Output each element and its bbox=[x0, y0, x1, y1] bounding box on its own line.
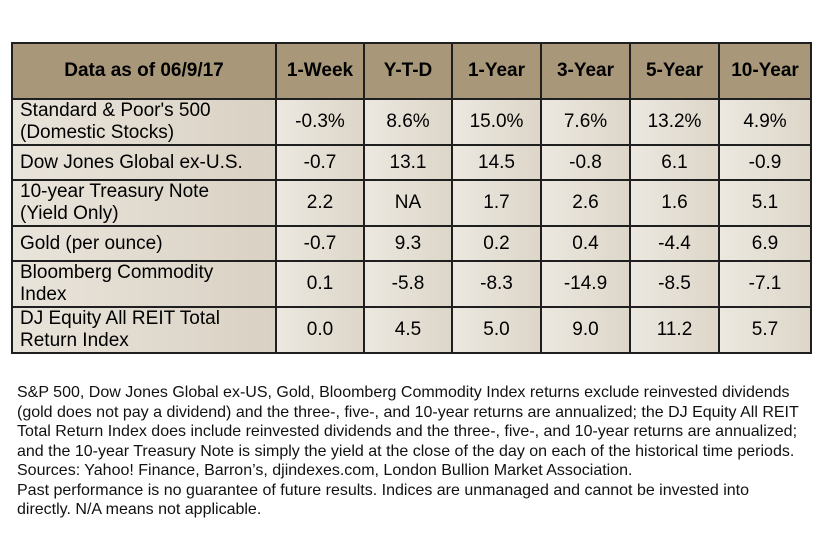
cell-1-week: 0.0 bbox=[275, 306, 365, 354]
table-row-dow-jones-global: Dow Jones Global ex-U.S. -0.7 13.1 14.5 … bbox=[11, 144, 812, 181]
cell-5-year: 13.2% bbox=[629, 98, 720, 146]
header-1-week: 1-Week bbox=[275, 42, 365, 100]
cell-5-year: 1.6 bbox=[629, 179, 720, 227]
cell-3-year: 2.6 bbox=[540, 179, 631, 227]
table-row-treasury-note: 10-year Treasury Note (Yield Only) 2.2 NA… bbox=[11, 179, 812, 227]
header-ytd: Y-T-D bbox=[363, 42, 453, 100]
cell-10-year: -7.1 bbox=[718, 260, 812, 308]
cell-ytd: 9.3 bbox=[363, 225, 453, 262]
cell-ytd: 4.5 bbox=[363, 306, 453, 354]
cell-1-year: -8.3 bbox=[451, 260, 542, 308]
header-1-year: 1-Year bbox=[451, 42, 542, 100]
cell-3-year: 9.0 bbox=[540, 306, 631, 354]
cell-1-week: 0.1 bbox=[275, 260, 365, 308]
row-label: Gold (per ounce) bbox=[11, 225, 277, 262]
header-10-year: 10-Year bbox=[718, 42, 812, 100]
table-row-sp500: Standard & Poor's 500 (Domestic Stocks) -… bbox=[11, 98, 812, 146]
cell-3-year: -0.8 bbox=[540, 144, 631, 181]
cell-3-year: 7.6% bbox=[540, 98, 631, 146]
table-row-dj-reit: DJ Equity All REIT Total Return Index 0.0… bbox=[11, 306, 812, 354]
cell-5-year: 11.2 bbox=[629, 306, 720, 354]
cell-ytd: 8.6% bbox=[363, 98, 453, 146]
row-label-line1: Standard & Poor's 500 bbox=[20, 100, 211, 121]
row-label: Dow Jones Global ex-U.S. bbox=[11, 144, 277, 181]
cell-5-year: -8.5 bbox=[629, 260, 720, 308]
cell-10-year: 5.1 bbox=[718, 179, 812, 227]
cell-1-week: -0.3% bbox=[275, 98, 365, 146]
cell-ytd: 13.1 bbox=[363, 144, 453, 181]
table-row-bloomberg-commodity: Bloomberg Commodity Index 0.1 -5.8 -8.3 -… bbox=[11, 260, 812, 308]
table-row-gold: Gold (per ounce) -0.7 9.3 0.2 0.4 -4.4 6… bbox=[11, 225, 812, 262]
header-row: Data as of 06/9/17 1-Week Y-T-D 1-Year 3… bbox=[11, 42, 812, 100]
cell-1-year: 15.0% bbox=[451, 98, 542, 146]
cell-10-year: -0.9 bbox=[718, 144, 812, 181]
cell-1-year: 5.0 bbox=[451, 306, 542, 354]
row-label-line1: Bloomberg Commodity bbox=[20, 262, 214, 283]
cell-10-year: 4.9% bbox=[718, 98, 812, 146]
row-label: 10-year Treasury Note (Yield Only) bbox=[11, 179, 277, 227]
cell-1-week: 2.2 bbox=[275, 179, 365, 227]
cell-ytd: -5.8 bbox=[363, 260, 453, 308]
disclaimer-note: Past performance is no guarantee of futu… bbox=[17, 481, 750, 519]
cell-ytd: NA bbox=[363, 179, 453, 227]
row-label-line1: DJ Equity All REIT Total bbox=[20, 308, 220, 329]
cell-1-year: 1.7 bbox=[451, 179, 542, 227]
cell-1-week: -0.7 bbox=[275, 144, 365, 181]
row-label: Bloomberg Commodity Index bbox=[11, 260, 277, 308]
cell-5-year: -4.4 bbox=[629, 225, 720, 262]
row-label-line2: Index bbox=[20, 284, 67, 305]
row-label-line2: (Yield Only) bbox=[20, 203, 119, 224]
cell-1-year: 14.5 bbox=[451, 144, 542, 181]
header-5-year: 5-Year bbox=[629, 42, 720, 100]
methodology-note: S&P 500, Dow Jones Global ex-US, Gold, B… bbox=[17, 384, 799, 460]
header-3-year: 3-Year bbox=[540, 42, 631, 100]
cell-10-year: 5.7 bbox=[718, 306, 812, 354]
cell-3-year: -14.9 bbox=[540, 260, 631, 308]
cell-5-year: 6.1 bbox=[629, 144, 720, 181]
cell-1-year: 0.2 bbox=[451, 225, 542, 262]
returns-table: Data as of 06/9/17 1-Week Y-T-D 1-Year 3… bbox=[11, 42, 812, 354]
footnotes: S&P 500, Dow Jones Global ex-US, Gold, B… bbox=[17, 383, 807, 520]
row-label-line1: 10-year Treasury Note bbox=[20, 181, 210, 202]
cell-10-year: 6.9 bbox=[718, 225, 812, 262]
row-label: DJ Equity All REIT Total Return Index bbox=[11, 306, 277, 354]
sources-note: Sources: Yahoo! Finance, Barron’s, djind… bbox=[17, 462, 633, 479]
cell-1-week: -0.7 bbox=[275, 225, 365, 262]
row-label-line2: (Domestic Stocks) bbox=[20, 122, 175, 143]
row-label-line2: Return Index bbox=[20, 330, 129, 351]
row-label: Standard & Poor's 500 (Domestic Stocks) bbox=[11, 98, 277, 146]
cell-3-year: 0.4 bbox=[540, 225, 631, 262]
header-date: Data as of 06/9/17 bbox=[11, 42, 277, 100]
